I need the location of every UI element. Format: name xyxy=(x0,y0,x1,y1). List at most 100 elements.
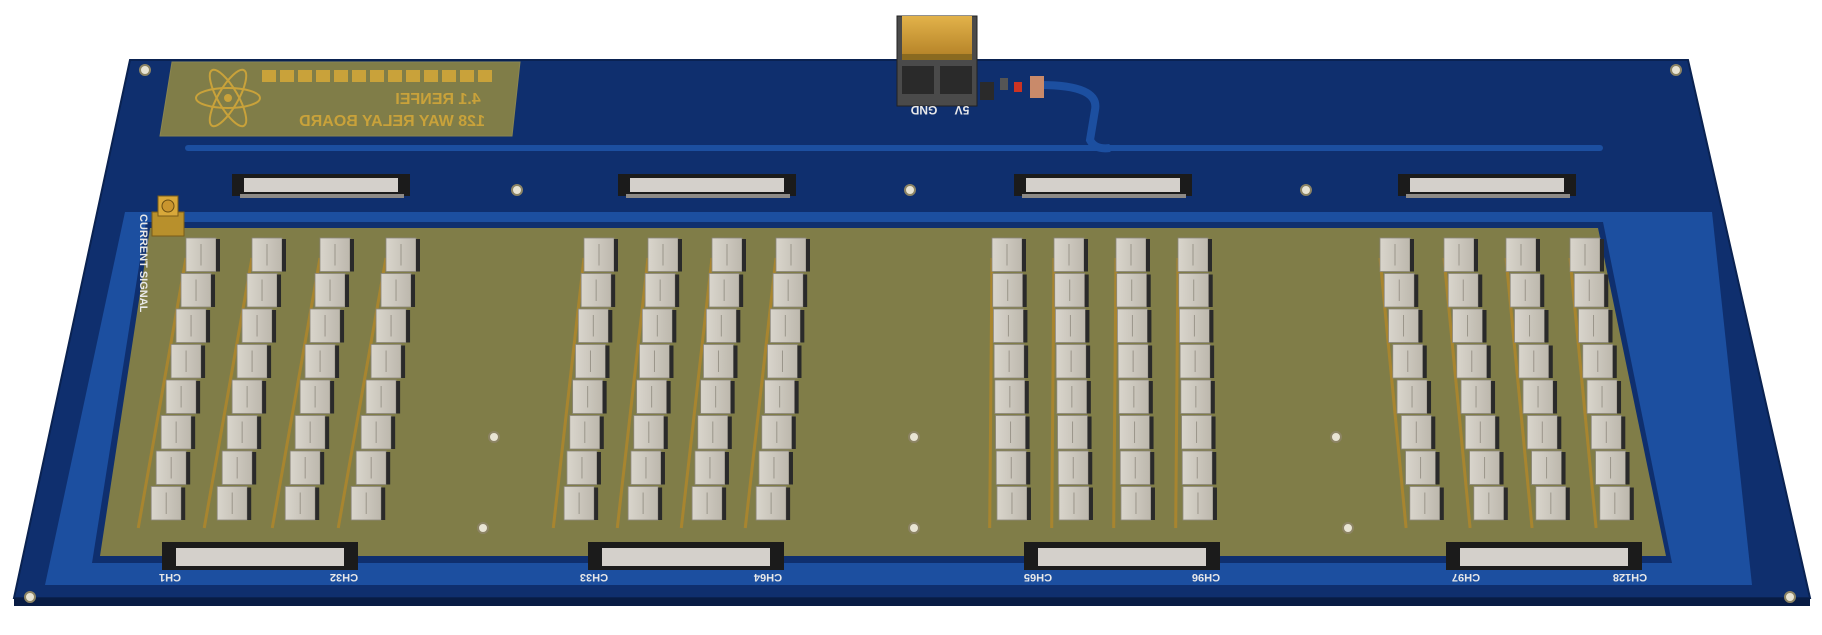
relay-side xyxy=(605,345,610,378)
relay xyxy=(1117,308,1152,343)
relay xyxy=(1531,450,1566,485)
relay-side xyxy=(1211,416,1216,449)
mounting-holes xyxy=(24,64,1796,603)
relay xyxy=(1582,344,1617,379)
relay-side xyxy=(733,345,738,378)
relay-side xyxy=(1208,239,1212,272)
relay-side xyxy=(1600,239,1604,272)
relay-side xyxy=(1024,345,1029,378)
relay-side xyxy=(1150,487,1155,520)
relay-side xyxy=(788,452,793,485)
relay-side xyxy=(1026,487,1031,520)
relay xyxy=(627,486,663,521)
relay xyxy=(691,486,727,521)
relay xyxy=(180,273,216,308)
relay-body xyxy=(639,344,670,379)
relay xyxy=(1057,415,1092,450)
relay-side xyxy=(614,239,618,272)
relay-side xyxy=(1548,345,1553,378)
relay xyxy=(644,273,680,308)
relay xyxy=(697,415,732,450)
pcb-board-edge xyxy=(14,598,1810,606)
relay-trace xyxy=(336,257,388,529)
relay-side xyxy=(678,239,682,272)
relay-side xyxy=(1499,452,1504,485)
relay-column xyxy=(1112,237,1155,529)
relay-side xyxy=(1146,239,1150,272)
relay-side xyxy=(267,345,272,378)
relay xyxy=(185,237,220,272)
relay-trace xyxy=(551,257,586,529)
relay-trace xyxy=(679,257,714,529)
ch-label-end-4: CH128 xyxy=(1613,571,1647,583)
relay-trace xyxy=(615,257,650,529)
relay-side xyxy=(1435,452,1440,485)
relay-column xyxy=(136,237,220,529)
relay xyxy=(1181,450,1217,485)
relay-side xyxy=(335,345,340,378)
relay-side xyxy=(1148,345,1153,378)
relay xyxy=(758,450,793,485)
relay xyxy=(994,379,1029,414)
relay xyxy=(993,344,1029,379)
relay xyxy=(1405,450,1440,485)
relay-side xyxy=(1486,345,1491,378)
relay xyxy=(1586,379,1622,414)
relay xyxy=(755,486,791,521)
relay xyxy=(992,273,1027,308)
relay-side xyxy=(1557,416,1562,449)
relay xyxy=(1116,273,1151,308)
relay xyxy=(319,237,354,272)
relay xyxy=(1464,415,1500,450)
relay xyxy=(630,450,665,485)
relay xyxy=(708,273,744,308)
relay-column xyxy=(988,237,1031,529)
relay xyxy=(1179,308,1214,343)
relay-side xyxy=(675,274,680,307)
relay xyxy=(995,415,1030,450)
relay-side xyxy=(206,310,211,343)
relay-column xyxy=(270,237,354,529)
relay-side xyxy=(786,487,791,520)
relay-side xyxy=(602,381,607,414)
relay-side xyxy=(1553,381,1558,414)
relay xyxy=(993,308,1028,343)
relay-body xyxy=(294,415,326,450)
ch-label-end-1: CH32 xyxy=(330,571,358,583)
relay-body xyxy=(185,237,217,272)
relay xyxy=(1115,237,1150,272)
relay-side xyxy=(186,452,191,485)
relay xyxy=(251,237,286,272)
relay-side xyxy=(1414,274,1419,307)
relay-body xyxy=(1452,308,1483,343)
relay xyxy=(150,486,186,521)
relay-side xyxy=(1482,310,1487,343)
relay xyxy=(284,486,320,521)
relay xyxy=(216,486,252,521)
relay xyxy=(1383,273,1419,308)
relay xyxy=(1595,450,1630,485)
copper-pour xyxy=(100,228,1666,556)
ffc-connector-bottom-2 xyxy=(588,542,784,570)
relay-side xyxy=(381,487,386,520)
relay-side xyxy=(1431,416,1436,449)
relay xyxy=(355,450,391,485)
relay xyxy=(1180,379,1215,414)
relay-side xyxy=(330,381,335,414)
relay-column xyxy=(1568,237,1634,529)
relay-side xyxy=(1087,416,1092,449)
relay-side xyxy=(1410,239,1414,272)
relay-side xyxy=(257,416,262,449)
power-label-5v: 5V xyxy=(955,103,970,117)
relay xyxy=(1179,344,1215,379)
relay-body xyxy=(1058,486,1090,521)
relay xyxy=(566,450,601,485)
relay xyxy=(360,415,396,450)
relay-side xyxy=(599,416,604,449)
relay-side xyxy=(797,345,802,378)
relay xyxy=(639,344,674,379)
relay xyxy=(165,379,201,414)
relay xyxy=(1058,486,1093,521)
